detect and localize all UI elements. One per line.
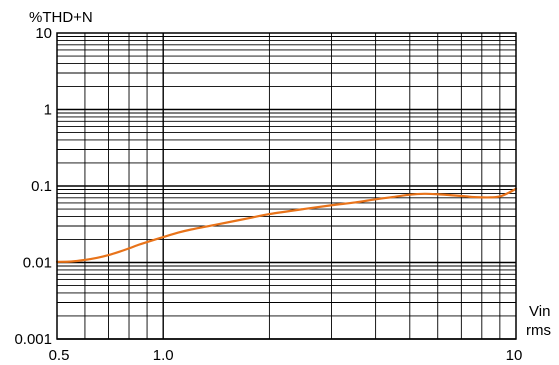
- series-line: [55, 187, 518, 263]
- x-tick-label: 1.0: [153, 347, 174, 364]
- y-tick-label: 0.001: [14, 331, 52, 348]
- y-tick-label: 0.1: [31, 178, 52, 195]
- y-axis-title: %THD+N: [29, 9, 93, 26]
- x-tick-label: 0.5: [49, 347, 70, 364]
- x-axis-title-line2: rms: [526, 322, 551, 339]
- x-axis-title-line1: Vin: [529, 303, 550, 320]
- y-tick-labels: 10 1 0.1 0.01 0.001: [14, 25, 52, 348]
- minor-grid: [57, 33, 516, 339]
- plot-frame: [56, 32, 517, 340]
- x-tick-label: 10: [506, 347, 523, 364]
- y-tick-label: 1: [44, 102, 52, 119]
- y-tick-label: 0.01: [23, 255, 52, 272]
- series-layer: [55, 187, 518, 263]
- y-tick-label: 10: [35, 25, 52, 42]
- x-tick-labels: 0.5 1.0 10: [49, 347, 523, 364]
